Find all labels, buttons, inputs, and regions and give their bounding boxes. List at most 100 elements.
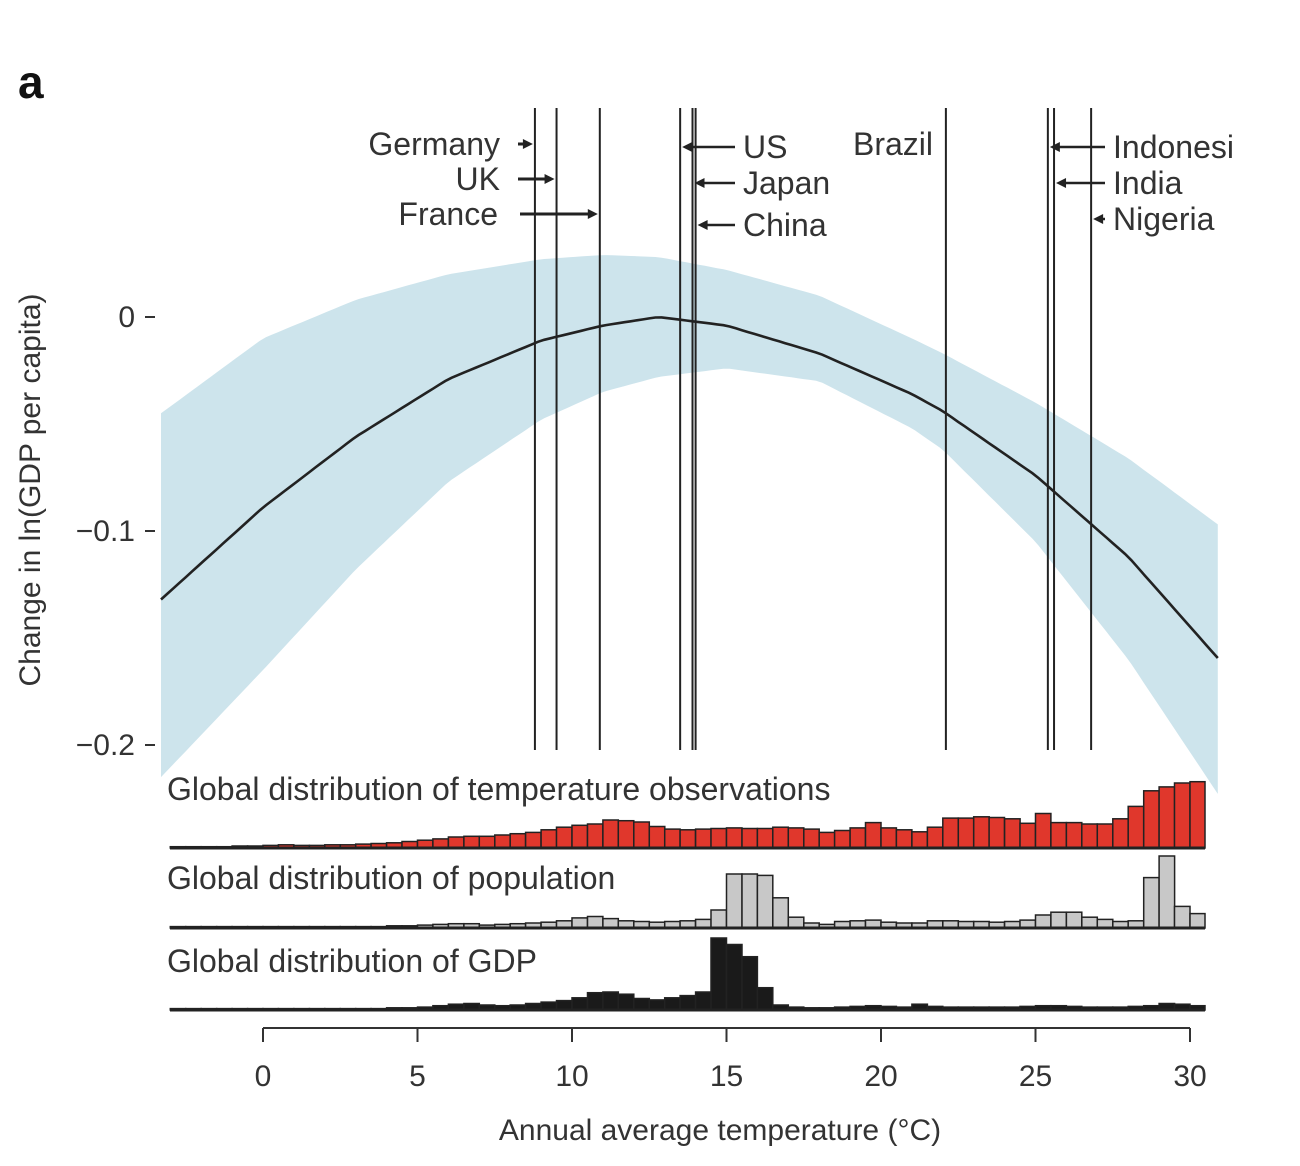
country-label-india: India bbox=[1113, 165, 1183, 201]
histogram-bar bbox=[602, 991, 620, 1011]
y-tick-label: 0 bbox=[118, 301, 135, 334]
histogram-bar bbox=[571, 917, 589, 929]
histogram-bar bbox=[1158, 786, 1176, 849]
panel-label: a bbox=[18, 56, 44, 108]
x-tick-label: 5 bbox=[409, 1060, 426, 1093]
country-arrowhead-france bbox=[587, 209, 598, 219]
histogram-bar bbox=[524, 831, 542, 849]
histogram-bar bbox=[1189, 912, 1206, 929]
histogram-bar bbox=[633, 997, 651, 1011]
histogram-bar bbox=[1050, 911, 1068, 929]
y-tick-label: −0.2 bbox=[76, 729, 135, 762]
histogram-bar bbox=[679, 829, 697, 849]
histogram-bar bbox=[741, 873, 759, 929]
histogram-bar bbox=[957, 817, 975, 849]
histogram-bar bbox=[725, 873, 743, 929]
histogram-bar bbox=[942, 817, 960, 849]
histogram-bar bbox=[988, 816, 1006, 849]
country-label-brazil: Brazil bbox=[853, 126, 933, 162]
histogram-bar bbox=[663, 997, 681, 1011]
histogram-bar bbox=[540, 829, 558, 849]
histogram-bar bbox=[741, 827, 759, 849]
country-label-nigeria: Nigeria bbox=[1113, 201, 1215, 237]
response-curve bbox=[160, 316, 1219, 659]
histogram-bar bbox=[1019, 822, 1037, 849]
histogram-bar bbox=[1034, 914, 1052, 929]
histogram-bar bbox=[1081, 916, 1099, 929]
histogram-bar bbox=[725, 943, 743, 1011]
histogram-bar bbox=[1081, 823, 1099, 849]
histogram-bar bbox=[694, 828, 712, 849]
histogram-bar bbox=[447, 836, 465, 849]
histogram-bar bbox=[710, 909, 728, 929]
histogram-bar bbox=[509, 832, 527, 849]
x-tick-label: 0 bbox=[255, 1060, 272, 1093]
histogram-bar bbox=[478, 835, 496, 849]
y-axis-label: Change in ln(GDP per capita) bbox=[14, 294, 47, 687]
histogram-bar bbox=[818, 831, 836, 849]
histogram-bar bbox=[555, 826, 573, 849]
histogram-bar bbox=[710, 827, 728, 849]
histogram-3: Global distribution of GDP bbox=[167, 937, 1206, 1012]
histogram-bar bbox=[648, 825, 666, 849]
x-axis-label: Annual average temperature (°C) bbox=[499, 1114, 941, 1147]
histogram-bar bbox=[663, 828, 681, 849]
histogram-bar bbox=[864, 821, 882, 849]
country-arrowhead-uk bbox=[544, 174, 555, 184]
histogram-bar bbox=[617, 819, 635, 849]
histogram-bar bbox=[586, 823, 604, 849]
country-arrowhead-china bbox=[697, 220, 708, 230]
histogram-bar bbox=[1050, 821, 1068, 849]
y-tick-label: −0.1 bbox=[76, 515, 135, 548]
histogram-bar bbox=[617, 993, 635, 1011]
histogram-bar bbox=[803, 828, 820, 849]
country-arrowhead-nigeria bbox=[1093, 214, 1104, 224]
histogram-title: Global distribution of population bbox=[167, 860, 615, 896]
histogram-bar bbox=[756, 986, 774, 1011]
histogram-bar bbox=[571, 997, 589, 1011]
country-label-china: China bbox=[743, 207, 827, 243]
response-curve-layer bbox=[160, 316, 1219, 659]
histogram-bar bbox=[787, 827, 805, 849]
country-label-germany: Germany bbox=[368, 126, 500, 162]
x-tick-label: 15 bbox=[710, 1060, 743, 1093]
histogram-bar bbox=[1142, 790, 1160, 849]
country-arrowhead-indonesi bbox=[1049, 142, 1060, 152]
histogram-bar bbox=[1173, 905, 1191, 929]
country-arrowhead-us bbox=[682, 142, 693, 152]
histogram-1: Global distribution of temperature obser… bbox=[167, 771, 1206, 850]
confidence-band-layer bbox=[161, 255, 1218, 794]
histogram-bar bbox=[741, 955, 759, 1011]
histogram-title: Global distribution of temperature obser… bbox=[167, 771, 830, 807]
histogram-bar bbox=[849, 827, 867, 849]
histogram-title: Global distribution of GDP bbox=[167, 943, 537, 979]
x-tick-label: 10 bbox=[555, 1060, 588, 1093]
histogram-bar bbox=[1096, 823, 1114, 849]
histogram-bar bbox=[1112, 818, 1129, 849]
x-tick-label: 30 bbox=[1173, 1060, 1206, 1093]
histogram-bar bbox=[1158, 855, 1176, 929]
histogram-bar bbox=[1173, 782, 1191, 849]
histogram-bar bbox=[1189, 780, 1206, 849]
histogram-bar bbox=[756, 874, 774, 929]
histogram-bar bbox=[1003, 818, 1021, 849]
histogram-bar bbox=[911, 831, 929, 849]
confidence-band bbox=[161, 255, 1218, 794]
country-arrowhead-india bbox=[1056, 178, 1067, 188]
histogram-bar bbox=[926, 826, 944, 849]
y-axis: 0 −0.1 −0.2 bbox=[76, 301, 155, 762]
histogram-bar bbox=[602, 819, 620, 849]
histogram-bar bbox=[679, 994, 697, 1011]
histogram-bar bbox=[1065, 911, 1083, 929]
x-axis: 0 5 10 15 20 25 30 bbox=[255, 1027, 1207, 1093]
country-label-indonesi: Indonesi bbox=[1113, 129, 1234, 165]
histogram-bar bbox=[972, 816, 990, 849]
x-tick-label: 20 bbox=[864, 1060, 897, 1093]
histogram-bar bbox=[1127, 805, 1145, 849]
histogram-bar bbox=[772, 897, 790, 929]
histogram-bar bbox=[633, 821, 651, 849]
histogram-bar bbox=[787, 916, 805, 929]
histogram-bar bbox=[463, 835, 481, 849]
